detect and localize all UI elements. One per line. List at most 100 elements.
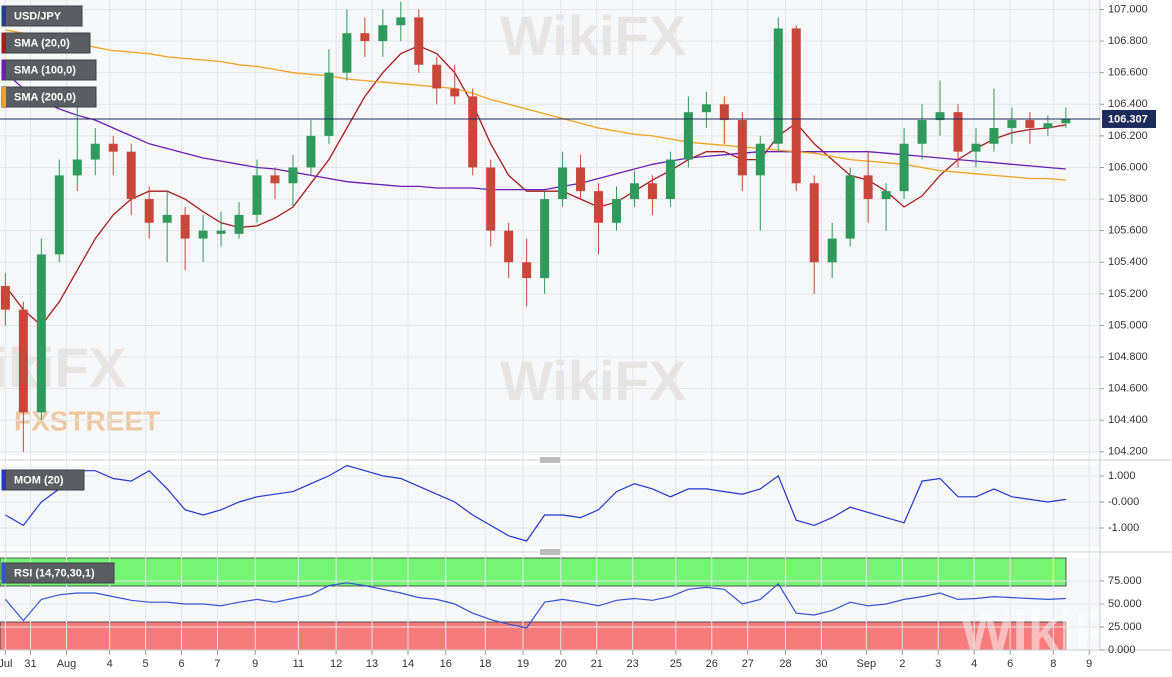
watermark: WikiFX: [500, 4, 686, 67]
y-tick-label: 25.000: [1108, 621, 1142, 633]
indicator-line: [4, 582, 1066, 629]
candle-body: [270, 175, 280, 184]
y-tick-label: 106.400: [1108, 98, 1148, 110]
candle-body: [108, 143, 118, 152]
candle-body: [126, 151, 136, 200]
y-tick-label: 106.000: [1108, 161, 1148, 173]
watermark: FXSTREET: [14, 405, 160, 436]
candle-body: [917, 120, 927, 144]
legend-swatch: [2, 6, 6, 26]
x-tick-label: 13: [366, 658, 378, 670]
legend-swatch: [2, 87, 6, 107]
candle-body: [36, 254, 46, 413]
y-tick-label: 105.600: [1108, 225, 1148, 237]
y-tick-label: -1.000: [1108, 522, 1139, 534]
legend-swatch: [2, 33, 6, 53]
candle-body: [629, 183, 639, 200]
candle-body: [665, 159, 675, 200]
last-price-box: [1102, 109, 1156, 128]
x-tick-label: 7: [214, 658, 220, 670]
candle-body: [594, 191, 604, 223]
x-tick-label: 27: [742, 658, 754, 670]
legend-label: SMA (20,0): [14, 37, 70, 49]
x-tick-label: 9: [1086, 658, 1092, 670]
y-tick-label: 50.000: [1108, 598, 1142, 610]
y-tick-label: 106.600: [1108, 67, 1148, 79]
x-tick-label: 8: [1050, 658, 1056, 670]
candle-body: [18, 309, 28, 413]
candle-body: [180, 214, 190, 239]
x-tick-label: 23: [627, 658, 639, 670]
rsi-oversold-zone: [0, 621, 1067, 651]
pane-handle[interactable]: [540, 457, 560, 555]
y-tick-label: 107.000: [1108, 3, 1148, 15]
candle-body: [468, 96, 478, 168]
y-tick-label: 105.400: [1108, 256, 1148, 268]
candle-body: [432, 64, 442, 89]
x-tick-label: 19: [517, 658, 529, 670]
candle-body: [0, 285, 10, 310]
y-tick-label: 105.800: [1108, 193, 1148, 205]
x-tick-label: 18: [479, 658, 491, 670]
y-tick-label: 75.000: [1108, 575, 1142, 587]
candle-body: [378, 25, 388, 42]
y-tick-label: 106.200: [1108, 130, 1148, 142]
candle-body: [486, 167, 496, 231]
candle-body: [558, 167, 568, 200]
candle-body: [881, 191, 891, 200]
mom-pane: [0, 465, 1100, 547]
indicator-line: [5, 464, 1066, 542]
candle-body: [576, 167, 586, 192]
legend-swatch: [2, 563, 6, 583]
x-tick-label: 26: [706, 658, 718, 670]
x-tick-label: 21: [591, 658, 603, 670]
x-tick-label: 28: [779, 658, 791, 670]
candle-body: [252, 175, 262, 215]
x-tick-label: Sep: [857, 658, 877, 670]
x-tick-label: 20: [555, 658, 567, 670]
y-tick-label: 105.000: [1108, 319, 1148, 331]
candle-body: [324, 72, 334, 136]
candle-body: [935, 112, 945, 121]
x-tick-label: 6: [1007, 658, 1013, 670]
x-tick-label: 5: [143, 658, 149, 670]
x-tick-label: Aug: [57, 658, 77, 670]
candle-body: [540, 199, 550, 279]
candle-body: [396, 17, 406, 26]
candle-body: [342, 33, 352, 73]
candle-body: [1025, 120, 1035, 128]
x-tick-label: 12: [330, 658, 342, 670]
candle-body: [647, 183, 657, 200]
legend-label: SMA (100,0): [14, 64, 76, 76]
y-tick-label: 106.800: [1108, 35, 1148, 47]
x-tick-label: 16: [440, 658, 452, 670]
candle-body: [234, 214, 244, 234]
x-tick-label: 30: [815, 658, 827, 670]
x-tick-label: 3: [935, 658, 941, 670]
sma-line: [5, 29, 1066, 181]
y-tick-label: 104.600: [1108, 383, 1148, 395]
legend-label: SMA (200,0): [14, 91, 76, 103]
watermarks: WikiFX WikiFX WikiFX WikiFX FXSTREET: [0, 4, 1146, 662]
candle-body: [863, 175, 873, 200]
candle-body: [1043, 123, 1053, 128]
candle-body: [701, 104, 711, 113]
candle-body: [144, 199, 154, 223]
x-tick-label: 2: [899, 658, 905, 670]
candle-body: [1061, 118, 1071, 124]
y-tick-label: 104.400: [1108, 414, 1148, 426]
x-tick-label: 4: [107, 658, 113, 670]
candle-body: [971, 143, 981, 152]
x-tick-label: 11: [293, 658, 304, 670]
candle-body: [288, 167, 298, 184]
candle-body: [450, 88, 460, 97]
candle-body: [90, 143, 100, 160]
y-tick-label: 104.800: [1108, 351, 1148, 363]
sma-line: [4, 72, 1066, 191]
x-tick-label: 9: [252, 658, 258, 670]
candle-body: [306, 135, 316, 168]
candle-body: [522, 262, 532, 279]
candle-body: [953, 112, 963, 152]
x-tick-label: Jul: [0, 658, 12, 670]
